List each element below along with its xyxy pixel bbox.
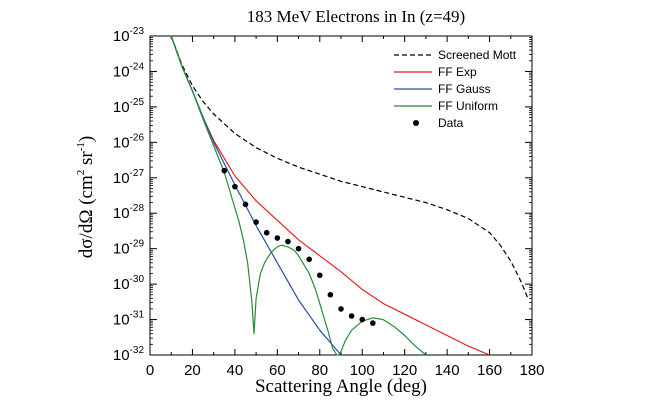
data-point [274, 235, 281, 241]
y-label-sq: 2 [75, 170, 87, 176]
y-tick-label: 10-23 [113, 26, 145, 45]
y-tick-label: 10-31 [113, 310, 145, 329]
x-tick-label-100: 100 [350, 362, 375, 379]
y-label-end: ) [76, 136, 97, 142]
data-point [242, 201, 249, 208]
y-axis-label: dσ/dΩ (cm2 sr-1) [75, 136, 97, 258]
legend-label-ff-uniform: FF Uniform [438, 99, 498, 113]
y-tick-label: 10-29 [113, 239, 145, 258]
x-tick-label-0: 0 [146, 362, 154, 379]
y-tick-label: 10-30 [113, 274, 145, 293]
legend: Screened Mott FF Exp FF Gauss FF Uniform Dat… [394, 48, 517, 130]
data-point [316, 272, 323, 279]
legend-label-ff-gauss: FF Gauss [438, 82, 491, 96]
series-line-screened-mott [170, 35, 529, 299]
legend-label-ff-exp: FF Exp [438, 65, 477, 79]
y-tick-label: 10-25 [113, 97, 145, 116]
y-tick-label: 10-32 [113, 345, 145, 364]
chart-title: 183 MeV Electrons in In (z=49) [247, 7, 465, 26]
x-tick-label-40: 40 [227, 362, 244, 379]
data-point [285, 238, 291, 245]
legend-label-screened-mott: Screened Mott [438, 48, 517, 62]
data-point [327, 291, 334, 298]
x-tick-label-140: 140 [435, 362, 460, 379]
data-point [306, 256, 312, 263]
legend-swatch-data [413, 120, 419, 126]
y-tick-label: 10-28 [113, 203, 145, 222]
x-tick-label-160: 160 [477, 362, 502, 379]
x-tick-label-60: 60 [269, 362, 286, 379]
y-tick-label: 10-24 [113, 61, 145, 80]
y-label-inv: -1 [75, 142, 87, 151]
y-tick-label: 10-26 [113, 132, 145, 151]
y-axis-ticks: 10-23 10-24 10-25 10-26 10-27 10-28 10-29 10-30… [113, 26, 532, 364]
series-layer [170, 35, 529, 356]
x-tick-label-80: 80 [311, 362, 328, 379]
data-point [232, 183, 238, 190]
x-axis-ticks: 0 20 40 60 80 100 120 140 160 180 [146, 36, 545, 379]
data-point [263, 229, 270, 236]
x-tick-label-20: 20 [184, 362, 201, 379]
series-line-ff-uniform [170, 35, 427, 356]
data-point [370, 320, 376, 326]
y-tick-label: 10-27 [113, 168, 145, 187]
x-tick-label-180: 180 [519, 362, 544, 379]
y-label-main: dσ/dΩ (cm [76, 175, 97, 258]
data-point [295, 245, 302, 252]
legend-label-data: Data [438, 116, 464, 130]
x-tick-label-120: 120 [392, 362, 417, 379]
y-label-mid: sr [76, 151, 97, 170]
data-point [338, 306, 344, 312]
data-point [359, 316, 366, 323]
x-axis-label: Scattering Angle (deg) [255, 376, 427, 397]
data-point [253, 219, 259, 225]
data-point [348, 313, 355, 319]
series-data [221, 167, 376, 326]
data-point [221, 167, 228, 174]
